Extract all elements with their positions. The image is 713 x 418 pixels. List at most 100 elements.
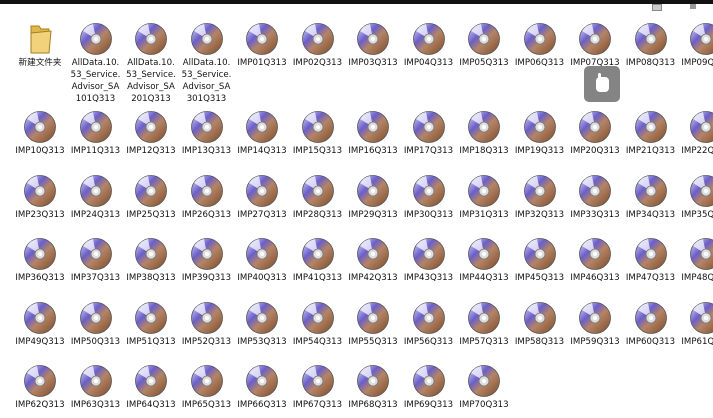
file-item[interactable]: IMP19Q313: [513, 110, 567, 157]
disc-icon: [468, 23, 500, 55]
help-button[interactable]: [690, 4, 696, 9]
file-item[interactable]: IMP47Q313: [624, 237, 678, 284]
file-item[interactable]: IMP13Q313: [180, 110, 234, 157]
file-label: IMP03Q313: [348, 58, 398, 68]
disc-icon: [24, 301, 56, 334]
file-item[interactable]: IMP33Q313: [568, 174, 622, 221]
file-item[interactable]: 新建文件夹: [13, 22, 67, 69]
disc-icon: [412, 23, 445, 55]
file-label: IMP65Q313: [181, 400, 232, 410]
file-item[interactable]: IMP70Q313: [457, 364, 511, 411]
file-item[interactable]: IMP35Q313: [679, 174, 713, 221]
file-item[interactable]: IMP39Q313: [180, 237, 234, 284]
file-item[interactable]: IMP26Q313: [180, 174, 234, 221]
file-item[interactable]: IMP22Q313: [679, 110, 713, 157]
disc-icon: [412, 365, 445, 397]
file-item[interactable]: IMP34Q313: [624, 174, 678, 221]
disc-icon: [135, 111, 167, 143]
file-item[interactable]: IMP23Q313: [13, 174, 67, 221]
file-item[interactable]: IMP15Q313: [291, 110, 345, 157]
file-item[interactable]: IMP42Q313: [346, 237, 400, 284]
file-label: IMP45Q313: [514, 273, 565, 283]
file-label: IMP66Q313: [237, 400, 287, 410]
file-label: AllData.10.53_Service.Advisor_SA301Q313: [181, 58, 232, 104]
file-item[interactable]: AllData.10.53_Service.Advisor_SA301Q313: [180, 22, 234, 105]
file-item[interactable]: IMP41Q313: [291, 237, 345, 284]
file-item[interactable]: IMP09Q313: [679, 22, 713, 69]
file-item[interactable]: IMP14Q313: [235, 110, 289, 157]
file-label: IMP63Q313: [70, 400, 121, 410]
file-item[interactable]: IMP08Q313: [624, 22, 678, 69]
file-item[interactable]: IMP12Q313: [124, 110, 178, 157]
file-item[interactable]: IMP01Q313: [235, 22, 289, 69]
disc-icon: [190, 23, 223, 55]
file-item[interactable]: IMP48Q313: [679, 237, 713, 284]
file-item[interactable]: IMP03Q313: [346, 22, 400, 69]
file-item[interactable]: IMP18Q313: [457, 110, 511, 157]
file-label: IMP13Q313: [181, 146, 232, 156]
file-item[interactable]: IMP31Q313: [457, 174, 511, 221]
file-item[interactable]: IMP65Q313: [180, 364, 234, 411]
disc-icon: [246, 365, 278, 397]
file-item[interactable]: IMP68Q313: [346, 364, 400, 411]
file-item[interactable]: IMP52Q313: [180, 301, 234, 348]
file-label: IMP62Q313: [15, 400, 65, 410]
file-item[interactable]: IMP07Q313: [568, 22, 622, 69]
file-item[interactable]: IMP06Q313: [513, 22, 567, 69]
file-item[interactable]: IMP24Q313: [69, 174, 123, 221]
file-item[interactable]: IMP63Q313: [69, 364, 123, 411]
file-item[interactable]: IMP56Q313: [402, 301, 456, 348]
file-item[interactable]: IMP32Q313: [513, 174, 567, 221]
file-item[interactable]: IMP55Q313: [346, 301, 400, 348]
file-item[interactable]: IMP59Q313: [568, 301, 622, 348]
file-item[interactable]: IMP49Q313: [13, 301, 67, 348]
disc-icon: [357, 238, 389, 270]
file-label: IMP19Q313: [514, 146, 565, 156]
file-item[interactable]: IMP40Q313: [235, 237, 289, 284]
file-item[interactable]: IMP69Q313: [402, 364, 456, 411]
file-item[interactable]: IMP50Q313: [69, 301, 123, 348]
file-item[interactable]: IMP27Q313: [235, 174, 289, 221]
file-item[interactable]: AllData.10.53_Service.Advisor_SA201Q313: [124, 22, 178, 105]
file-item[interactable]: IMP10Q313: [13, 110, 67, 157]
file-item[interactable]: IMP38Q313: [124, 237, 178, 284]
file-item[interactable]: IMP44Q313: [457, 237, 511, 284]
file-item[interactable]: IMP46Q313: [568, 237, 622, 284]
file-item[interactable]: IMP61Q313: [679, 301, 713, 348]
file-label: IMP49Q313: [15, 336, 65, 347]
file-item[interactable]: IMP20Q313: [568, 110, 622, 157]
file-item[interactable]: IMP43Q313: [402, 237, 456, 284]
file-item[interactable]: IMP17Q313: [402, 110, 456, 157]
file-label: IMP10Q313: [15, 146, 65, 156]
file-item[interactable]: IMP21Q313: [624, 110, 678, 157]
file-label: IMP59Q313: [570, 336, 620, 347]
file-item[interactable]: IMP57Q313: [457, 301, 511, 348]
file-item[interactable]: IMP04Q313: [402, 22, 456, 69]
file-item[interactable]: IMP58Q313: [513, 301, 567, 348]
file-label: IMP57Q313: [459, 336, 509, 347]
file-item[interactable]: IMP45Q313: [513, 237, 567, 284]
file-item[interactable]: IMP11Q313: [69, 110, 123, 157]
file-item[interactable]: IMP67Q313: [291, 364, 345, 411]
file-item[interactable]: IMP60Q313: [624, 301, 678, 348]
view-button[interactable]: [652, 4, 662, 11]
file-item[interactable]: IMP62Q313: [13, 364, 67, 411]
file-item[interactable]: IMP28Q313: [291, 174, 345, 221]
file-item[interactable]: IMP16Q313: [346, 110, 400, 157]
file-item[interactable]: IMP02Q313: [291, 22, 345, 69]
file-item[interactable]: IMP36Q313: [13, 237, 67, 284]
file-item[interactable]: IMP53Q313: [235, 301, 289, 348]
file-item[interactable]: IMP66Q313: [235, 364, 289, 411]
file-item[interactable]: IMP29Q313: [346, 174, 400, 221]
file-item[interactable]: IMP64Q313: [124, 364, 178, 411]
file-item[interactable]: IMP54Q313: [291, 301, 345, 348]
disc-icon: [190, 301, 223, 334]
disc-icon: [357, 365, 389, 397]
file-item[interactable]: IMP25Q313: [124, 174, 178, 221]
file-item[interactable]: IMP05Q313: [457, 22, 511, 69]
file-item[interactable]: AllData.10.53_Service.Advisor_SA101Q313: [69, 22, 123, 105]
file-item[interactable]: IMP30Q313: [402, 174, 456, 221]
file-item[interactable]: IMP37Q313: [69, 237, 123, 284]
file-item[interactable]: IMP51Q313: [124, 301, 178, 348]
